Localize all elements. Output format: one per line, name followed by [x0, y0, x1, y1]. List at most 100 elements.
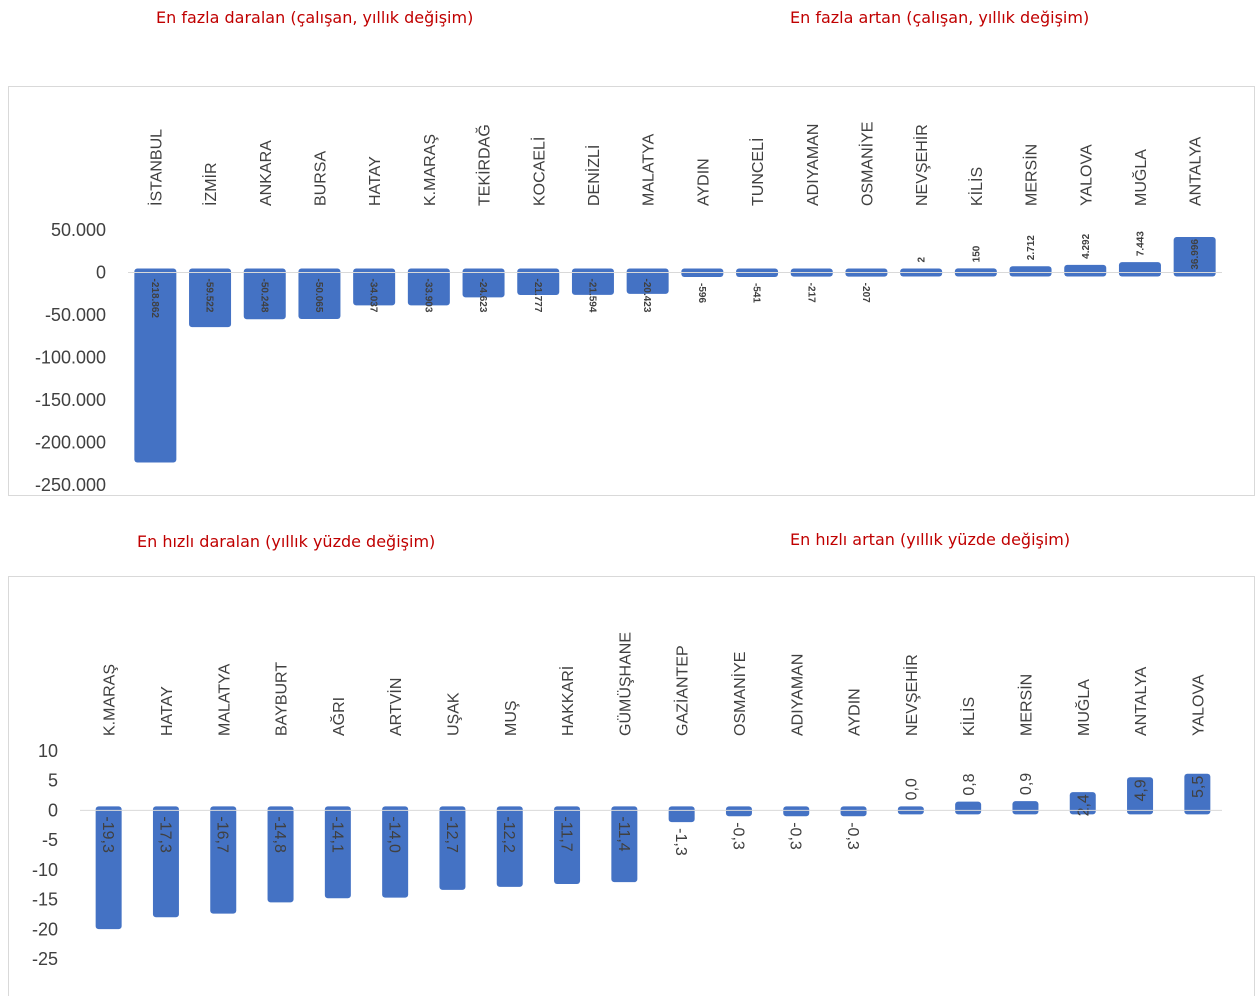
- chart1-value-label: -33.903: [422, 279, 433, 313]
- chart2-bar: [324, 806, 351, 899]
- chart1-category-label: OSMANİYE: [857, 122, 876, 206]
- chart2-category-label: YALOVA: [1190, 674, 1207, 736]
- chart2-bar: [783, 806, 810, 817]
- chart2-value-label: -12,7: [443, 816, 460, 853]
- chart1-bar: [298, 268, 341, 320]
- chart2-value-label: -14,8: [271, 816, 288, 853]
- chart1-category-label: BURSA: [312, 151, 329, 206]
- chart2-y-tick-label: -25: [32, 949, 58, 969]
- chart1-right-heading: En fazla artan (çalışan, yıllık değişim): [790, 8, 1090, 27]
- chart1-y-tick-label: 0: [96, 263, 106, 283]
- chart1-value-label: -207: [860, 283, 871, 303]
- chart1-value-label: 36.996: [1190, 239, 1201, 270]
- chart1-category-label: K.MARAŞ: [422, 134, 439, 206]
- chart2-category-label: UŞAK: [445, 692, 462, 736]
- chart2-value-label: -14,0: [386, 816, 403, 853]
- chart2-value-label: -0,3: [787, 822, 804, 850]
- chart1-value-label: 7.443: [1135, 231, 1146, 256]
- chart1-value-label: -596: [696, 283, 707, 303]
- chart1-y-tick-label: -250.000: [35, 475, 106, 495]
- chart2-value-label: -1,3: [672, 828, 689, 856]
- chart2-y-tick-label: 0: [48, 800, 58, 820]
- chart2-bar: [439, 806, 466, 890]
- chart1-bar: [189, 268, 232, 328]
- chart2-category-label: MUĞLA: [1074, 679, 1093, 736]
- chart1-category-label: KİLİS: [967, 167, 986, 206]
- chart2-bar: [668, 806, 695, 823]
- chart2-bar: [382, 806, 409, 898]
- chart2-category-label: MUŞ: [503, 700, 520, 736]
- chart1-value-label: 2.712: [1026, 235, 1037, 260]
- chart1-bar: [1173, 237, 1216, 277]
- chart2-value-label: -11,7: [557, 816, 574, 851]
- chart2-value-label: 4,9: [1133, 779, 1150, 801]
- chart1-bar: [407, 268, 450, 306]
- chart2-y-tick-label: -10: [32, 860, 58, 880]
- chart2-value-label: 5,5: [1190, 776, 1207, 798]
- chart1-bar: [353, 268, 396, 306]
- chart1-value-label: -34.037: [368, 279, 379, 313]
- chart1-bar: [1009, 266, 1052, 277]
- chart2-value-label: 0,0: [903, 778, 920, 800]
- chart2-bar: [210, 806, 237, 914]
- chart2-bar: [1127, 777, 1154, 815]
- chart1-bar: [462, 268, 505, 298]
- chart1-category-label: MUĞLA: [1131, 149, 1150, 206]
- chart2-category-label: ARTVİN: [386, 678, 405, 736]
- chart1-bar: [134, 268, 177, 463]
- chart2-bar: [1184, 773, 1211, 815]
- chart1-bar: [626, 268, 669, 294]
- chart1-value-label: 2: [917, 256, 928, 262]
- chart2-y-tick-label: -5: [42, 830, 58, 850]
- chart2-category-label: BAYBURT: [274, 662, 291, 736]
- chart2-bar: [1012, 801, 1039, 815]
- chart1-y-tick-label: -100.000: [35, 348, 106, 368]
- chart2-y-tick-label: -15: [32, 890, 58, 910]
- chart2-bar: [95, 806, 122, 930]
- chart1-bar: [517, 268, 560, 296]
- chart2-category-label: GÜMÜŞHANE: [616, 632, 634, 736]
- chart2-panel: 10 5 0 -5 -10 -15 -20 -25 K.MARAŞ -19,3 HATAY -17,3…: [0, 576, 1255, 996]
- chart2-value-label: -14,1: [328, 816, 345, 853]
- chart1-value-label: -59.522: [204, 279, 215, 313]
- chart2-category-label: AĞRI: [329, 697, 348, 736]
- chart2-category-label: NEVŞEHİR: [902, 654, 921, 736]
- chart2-svg: 10 5 0 -5 -10 -15 -20 -25 K.MARAŞ -19,3 HATAY -17,3…: [32, 632, 1222, 969]
- chart1-category-label: TUNCELİ: [748, 138, 767, 206]
- chart1-category-label: ADIYAMAN: [805, 124, 822, 206]
- chart1-category-label: KOCAELİ: [529, 137, 548, 206]
- chart2-bar: [554, 806, 581, 884]
- chart1-category-label: DENİZLİ: [584, 145, 603, 206]
- chart2-category-label: AYDIN: [847, 688, 864, 736]
- chart1-bar: [1118, 262, 1161, 277]
- chart1-value-label: -21.777: [532, 279, 543, 313]
- chart2-y-tick-label: -20: [32, 919, 58, 939]
- chart1-category-label: İZMİR: [201, 162, 220, 206]
- chart2-bar: [955, 801, 982, 815]
- chart1-value-label: -24.623: [477, 279, 488, 313]
- chart1-y-tick-label: 50.000: [51, 220, 106, 240]
- chart2-value-label: -0,3: [844, 822, 861, 850]
- chart2-category-label: MALATYA: [216, 663, 233, 736]
- chart2-category-label: HATAY: [159, 686, 176, 736]
- chart2-left-heading: En hızlı daralan (yıllık yüzde değişim): [137, 532, 436, 551]
- chart2-category-label: HAKKARİ: [558, 666, 577, 736]
- chart1-y-tick-label: -200.000: [35, 433, 106, 453]
- chart1-category-label: ANTALYA: [1188, 136, 1205, 206]
- chart2-category-label: K.MARAŞ: [102, 664, 119, 736]
- chart1-panel: 50.000 0 -50.000 -100.000 -150.000 -200.000 -2…: [0, 86, 1255, 496]
- chart1-value-label: -218.862: [149, 279, 160, 319]
- chart1-category-label: HATAY: [367, 156, 384, 206]
- chart1-category-label: MALATYA: [641, 133, 658, 206]
- chart1-bar: [243, 268, 286, 320]
- chart1-value-label: 150: [971, 245, 982, 262]
- chart2-category-label: ADIYAMAN: [789, 654, 806, 736]
- chart2-value-label: -0,3: [729, 822, 746, 850]
- chart1-value-label: -21.594: [586, 279, 597, 313]
- chart2-bar: [496, 806, 523, 887]
- chart1-bar: [1064, 264, 1107, 277]
- chart2-category-label: MERSİN: [1016, 674, 1035, 736]
- chart2-bar: [1069, 792, 1096, 815]
- chart2-bar: [152, 806, 179, 918]
- chart1-category-label: İSTANBUL: [146, 129, 165, 206]
